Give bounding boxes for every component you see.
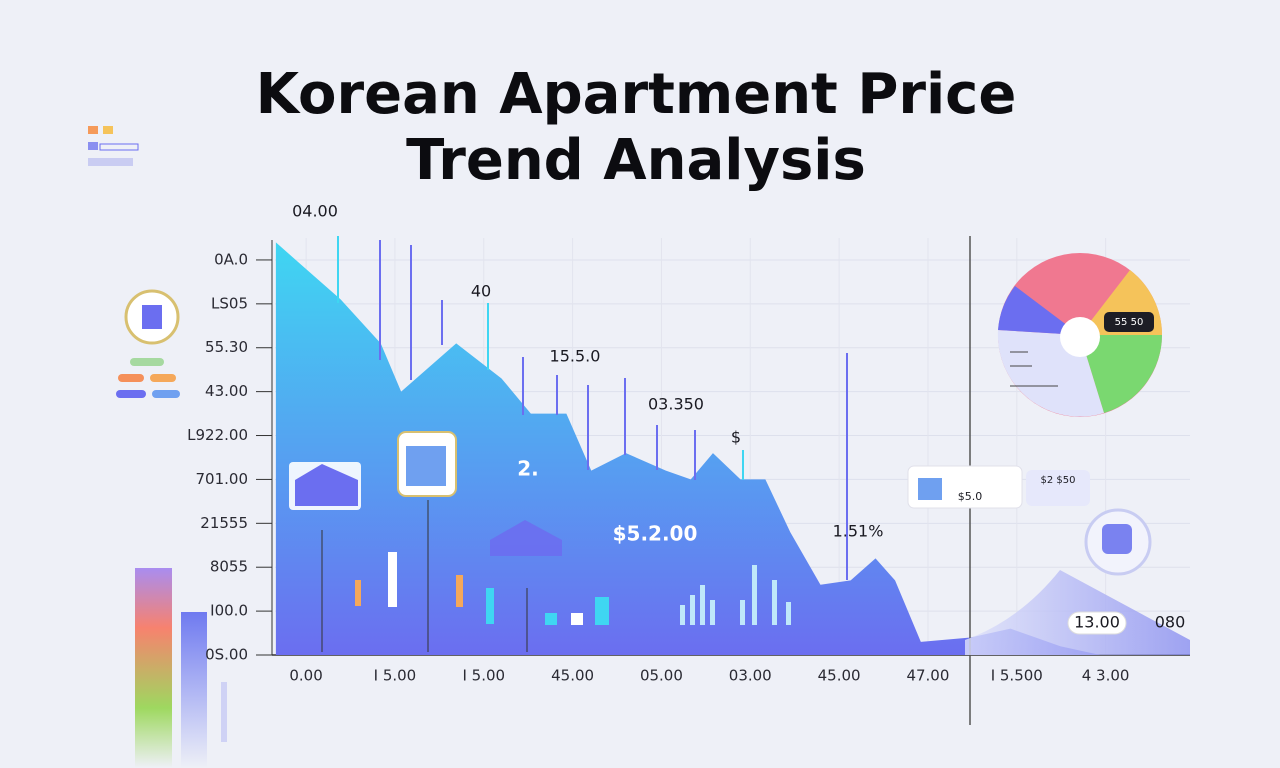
y-tick-label: L922.00	[187, 426, 248, 444]
annotations: 04.00 40 15.5.0 03.350 $ 2. $5.2.00 1.51…	[292, 202, 1185, 632]
annotation: 40	[471, 282, 491, 301]
annotation: $	[731, 428, 741, 447]
decor-right	[907, 253, 1162, 635]
annotation: 13.00	[1074, 613, 1120, 632]
annotation: 080	[1155, 613, 1186, 632]
annotation: $5.2.00	[613, 522, 698, 546]
y-tick-label: I00.0	[210, 602, 248, 620]
x-tick-label: 0.00	[289, 667, 322, 685]
x-tick-label: 45.00	[551, 667, 594, 685]
y-tick-label: 43.00	[205, 382, 248, 400]
pie-label: 55 50	[1115, 317, 1144, 328]
x-tick-label: 45.00	[818, 667, 861, 685]
y-tick-label: LS05	[211, 294, 248, 312]
annotation: 04.00	[292, 202, 338, 221]
x-tick-label: 4 3.00	[1082, 667, 1130, 685]
decor-left	[88, 126, 227, 768]
y-tick-label: 0A.0	[214, 250, 248, 268]
annotation: 03.350	[648, 395, 704, 414]
title-line: Trend Analysis	[406, 128, 866, 193]
y-tick-label: 0S.00	[205, 646, 248, 664]
title-line: Korean Apartment Price	[256, 62, 1017, 127]
x-tick-label: I 5.00	[462, 667, 505, 685]
y-tick-label: 55.30	[205, 338, 248, 356]
annotation: 1.51%	[833, 522, 884, 541]
x-tick-label: I 5.00	[374, 667, 417, 685]
y-tick-label: 8055	[210, 558, 248, 576]
area	[275, 242, 1101, 656]
x-tick-label: 05.00	[640, 667, 683, 685]
y-tick-label: 701.00	[196, 470, 249, 488]
annotation: 2.	[517, 457, 539, 481]
title: Korean Apartment Price Trend Analysis	[256, 62, 1017, 193]
x-tick-label: 03.00	[729, 667, 772, 685]
x-tick-label: 47.00	[906, 667, 949, 685]
card-label: $2 $50	[1041, 475, 1076, 486]
y-tick-label: 21555	[200, 514, 248, 532]
x-tick-label: I 5.500	[991, 667, 1043, 685]
card-label: $5.0	[958, 490, 983, 503]
annotation: 15.5.0	[550, 347, 601, 366]
